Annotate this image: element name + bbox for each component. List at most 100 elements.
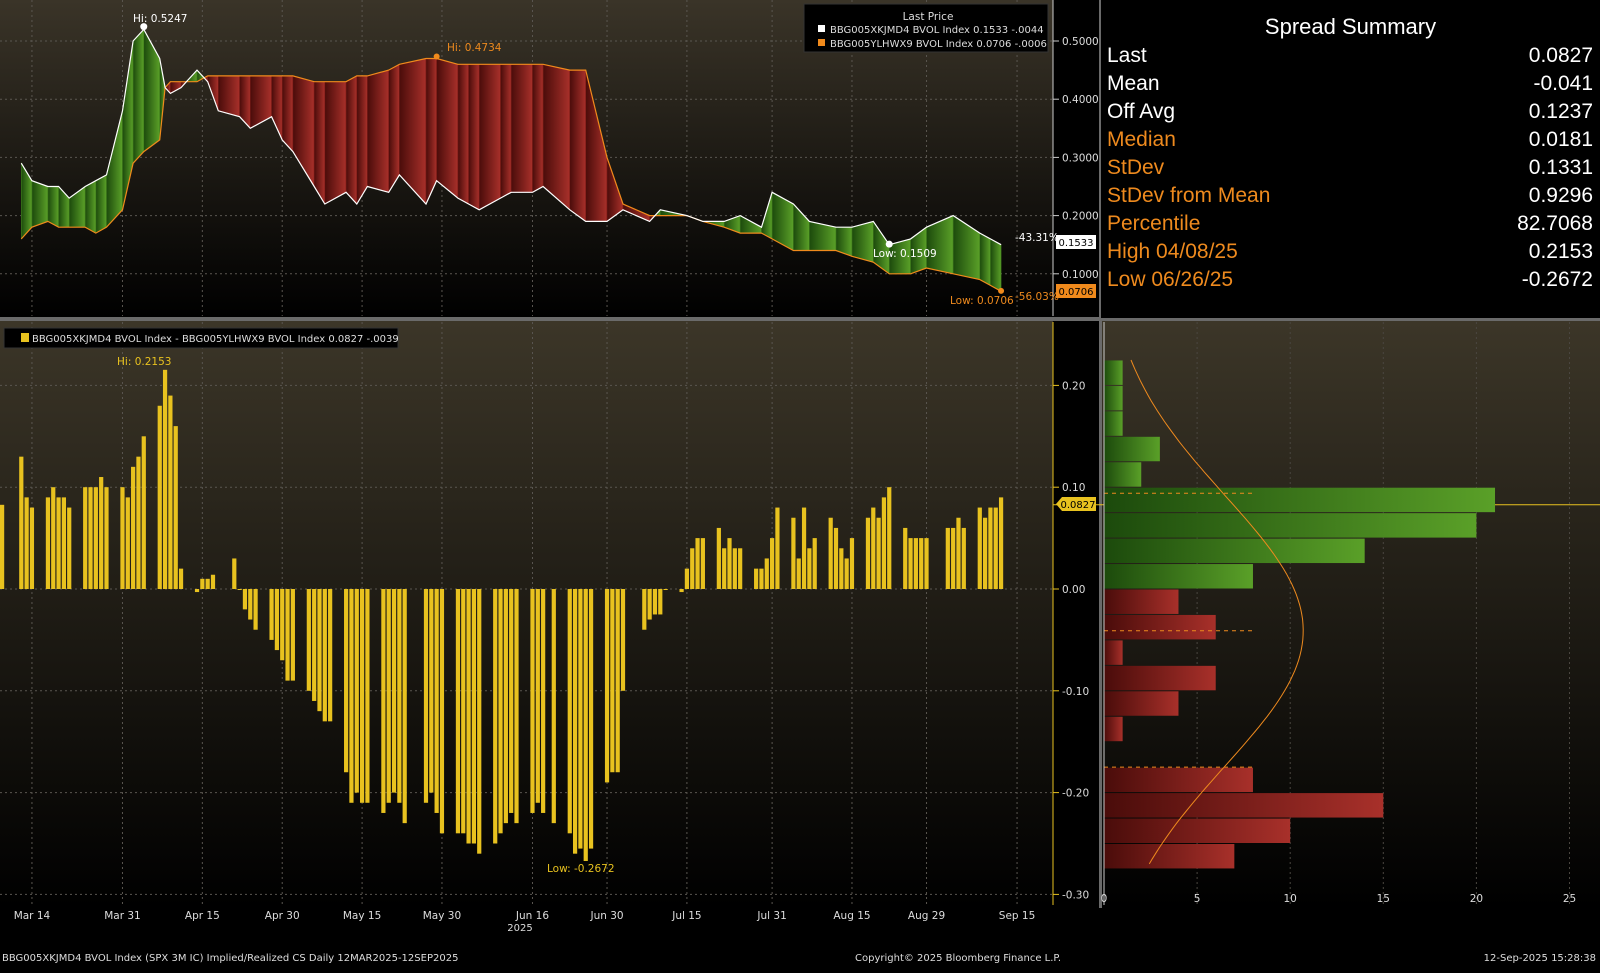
spread-bar [67,507,72,589]
annotation-hi-a: Hi: 0.5247 [133,13,187,25]
spread-bar [365,589,370,803]
x-tick-label: Jul 15 [671,910,701,922]
top-legend-box[interactable] [803,3,1049,53]
last-tag-spread: 0.0827 [1061,500,1096,511]
summary-row-low: Low 06/26/25 -0.2672 [1107,268,1593,296]
x-axis-bg [0,908,1600,949]
spread-bar [312,589,317,701]
spread-bar [610,589,615,773]
histogram-bin-red [1104,793,1384,818]
summary-title: Spread Summary [1264,14,1437,39]
fill-segment-red [510,63,533,193]
fill-segment-red [425,58,437,205]
fill-segment-red [356,75,368,206]
fill-segment-red [345,75,358,205]
histogram-bin-red [1104,716,1123,742]
fill-segment-red [281,75,294,153]
annotation-low-a: Low: 0.1509 [873,248,937,260]
spread-bar [120,487,125,589]
vertical-divider [1099,0,1102,908]
spread-bar [642,589,647,630]
spread-bar [349,589,354,803]
hist-x-tick-label: 15 [1377,893,1390,905]
summary-label: Percentile [1107,212,1201,235]
annotation-hi-spread: Hi: 0.2153 [117,356,171,368]
spread-bar [0,504,5,589]
spread-bar [754,568,759,589]
summary-row-mean: Mean -0.041 [1107,72,1593,100]
x-tick-label: Jun 30 [589,910,623,922]
spread-bar [280,589,285,661]
summary-row-stdev-from-mean: StDev from Mean 0.9296 [1107,184,1593,212]
fill-segment-green [95,174,107,234]
summary-label: StDev from Mean [1107,184,1271,207]
summary-value: -0.041 [1533,72,1593,95]
spread-bar [993,507,998,589]
spread-bar [791,517,796,589]
histogram-bin-red [1104,691,1179,716]
bottom-axis-bg [1053,320,1099,908]
y-tick-label: 0.2000 [1062,211,1099,223]
spread-bar [45,497,51,589]
footer-timestamp: 12-Sep-2025 15:28:38 [1483,953,1596,964]
spread-bar [876,517,881,589]
spread-bar [232,558,237,589]
spread-bar [461,589,466,834]
spread-bar [168,395,173,589]
y-tick-label: 0.5000 [1062,36,1099,48]
spread-bar [695,538,700,589]
spread-bar [652,589,658,615]
spread-bar [51,487,56,589]
spread-bar [919,538,924,589]
spread-bar [583,589,588,862]
summary-value: 0.9296 [1528,184,1593,207]
summary-value: -0.2672 [1521,268,1593,291]
spread-bar [988,507,993,589]
spread-bar [354,589,359,793]
spread-bar [913,538,918,589]
summary-row-percentile: Percentile 82.7068 [1107,212,1593,240]
legend-item-series-a: BBG005XKJMD4 BVOL Index 0.1533 -.0044 [830,25,1044,36]
panel-divider [0,317,1600,321]
x-tick-label: May 30 [423,910,461,922]
summary-row-off-avg: Off Avg 0.1237 [1107,100,1593,128]
histogram-bin-green [1104,436,1160,462]
bottom-legend-box[interactable] [3,327,399,349]
spread-bar [977,507,982,589]
spread-bar [801,507,807,589]
fill-segment-red [388,63,400,194]
histogram-bin-green [1104,513,1477,538]
summary-row-last: Last 0.0827 [1107,44,1593,72]
marker-hi-b [433,53,440,60]
y-tick-label: -0.10 [1062,686,1089,698]
spread-bar [29,507,35,589]
fill-segment-red [313,81,326,206]
fill-segment-red [367,69,390,193]
fill-segment-green [851,221,874,263]
histogram-bin-green [1104,487,1496,513]
annotation-low-b: Low: 0.0706 [950,295,1014,307]
x-tick-label: Aug 29 [908,910,945,922]
x-tick-label: Sep 15 [999,910,1036,922]
x-tick-label: Aug 15 [833,910,870,922]
annotation-hi-b: Hi: 0.4734 [447,42,502,54]
spread-bar [162,369,168,589]
summary-value: 0.1237 [1528,100,1593,123]
spread-bar [663,589,668,590]
x-tick-label: Jul 31 [756,910,786,922]
histogram-bin-red [1104,614,1216,640]
spread-bar [386,589,391,803]
spread-bar [732,548,737,589]
last-tag-spread-box [1056,497,1096,511]
bottom-legend-label: BBG005XKJMD4 BVOL Index - BBG005YLHWX9 B… [32,334,399,345]
spread-bar [738,548,743,589]
spread-bar [690,548,695,589]
spread-bar [716,527,721,589]
spread-bar [125,497,130,589]
spread-bar [391,589,397,793]
spread-bar [237,589,242,590]
spread-bar [881,497,887,589]
spread-bar [290,589,295,681]
bottom-panel-bg [0,320,1053,908]
spread-bar [423,589,429,803]
